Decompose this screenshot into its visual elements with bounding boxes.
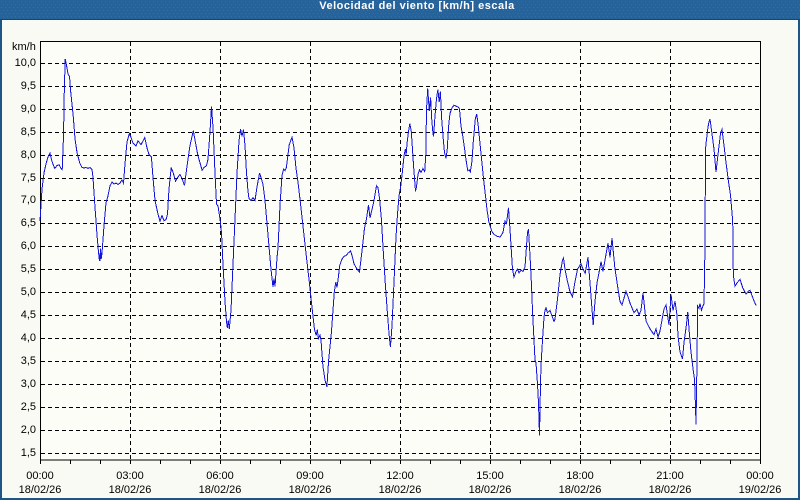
svg-text:03:00: 03:00 (116, 470, 144, 482)
svg-text:18/02/26: 18/02/26 (109, 484, 152, 496)
svg-text:12:00: 12:00 (386, 470, 414, 482)
svg-text:1,5: 1,5 (21, 447, 36, 459)
svg-text:18/02/26: 18/02/26 (469, 484, 512, 496)
svg-text:19/02/26: 19/02/26 (739, 484, 782, 496)
svg-text:09:00: 09:00 (296, 470, 324, 482)
svg-text:18/02/26: 18/02/26 (19, 484, 62, 496)
svg-text:9,0: 9,0 (21, 103, 36, 115)
svg-text:6,5: 6,5 (21, 217, 36, 229)
svg-text:6,0: 6,0 (21, 240, 36, 252)
svg-text:18/02/26: 18/02/26 (649, 484, 692, 496)
svg-text:9,5: 9,5 (21, 80, 36, 92)
svg-text:18/02/26: 18/02/26 (289, 484, 332, 496)
svg-text:21:00: 21:00 (656, 470, 684, 482)
svg-text:15:00: 15:00 (476, 470, 504, 482)
svg-text:8,5: 8,5 (21, 126, 36, 138)
svg-text:km/h: km/h (12, 41, 36, 53)
svg-text:18:00: 18:00 (566, 470, 594, 482)
svg-text:2,0: 2,0 (21, 424, 36, 436)
svg-text:3,0: 3,0 (21, 378, 36, 390)
svg-text:7,0: 7,0 (21, 194, 36, 206)
svg-text:3,5: 3,5 (21, 355, 36, 367)
svg-text:18/02/26: 18/02/26 (559, 484, 602, 496)
svg-text:06:00: 06:00 (206, 470, 234, 482)
svg-text:5,5: 5,5 (21, 263, 36, 275)
svg-text:18/02/26: 18/02/26 (379, 484, 422, 496)
svg-text:5,0: 5,0 (21, 286, 36, 298)
svg-text:4,5: 4,5 (21, 309, 36, 321)
svg-text:00:00: 00:00 (746, 470, 774, 482)
svg-text:8,0: 8,0 (21, 149, 36, 161)
svg-text:2,5: 2,5 (21, 401, 36, 413)
svg-text:7,5: 7,5 (21, 172, 36, 184)
svg-text:00:00: 00:00 (26, 470, 54, 482)
svg-text:4,0: 4,0 (21, 332, 36, 344)
svg-text:10,0: 10,0 (15, 57, 36, 69)
svg-text:18/02/26: 18/02/26 (199, 484, 242, 496)
